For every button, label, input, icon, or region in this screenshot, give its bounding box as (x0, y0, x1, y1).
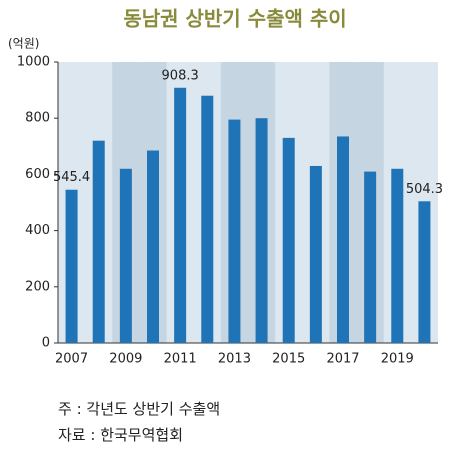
y-tick-label: 1000 (17, 55, 50, 70)
note: 주 : 각년도 상반기 수출액 (58, 400, 221, 418)
x-tick-label: 2017 (326, 352, 359, 367)
y-tick-label: 200 (25, 279, 50, 294)
bar (364, 171, 377, 343)
value-label: 504.3 (406, 182, 443, 197)
value-label: 908.3 (162, 68, 199, 83)
bar (174, 87, 187, 343)
bar (418, 201, 431, 343)
x-tick-label: 2013 (218, 352, 251, 367)
bar (282, 137, 295, 343)
x-tick-label: 2019 (381, 352, 414, 367)
bar (228, 119, 241, 343)
y-tick-label: 0 (42, 336, 50, 351)
value-label: 545.4 (53, 170, 90, 185)
bar (337, 136, 349, 343)
bar (255, 118, 268, 343)
y-tick-label: 600 (25, 167, 50, 182)
y-tick-label: 800 (25, 111, 50, 126)
bar (65, 189, 78, 343)
bar (147, 150, 159, 343)
x-tick-label: 2007 (55, 352, 88, 367)
y-tick-label: 400 (25, 223, 50, 238)
chart: 동남권 상반기 수출액 추이 (억원) 0 200 400 600 800 1000 200… (8, 7, 443, 367)
bar (309, 165, 322, 343)
x-tick-label: 2015 (272, 352, 305, 367)
chart-title: 동남권 상반기 수출액 추이 (123, 7, 346, 31)
y-unit: (억원) (8, 37, 39, 51)
note: 자료 : 한국무역협회 (58, 426, 183, 444)
x-tick-label: 2009 (109, 352, 142, 367)
bar (119, 168, 132, 343)
bar (92, 140, 105, 343)
x-tick-label: 2011 (164, 352, 197, 367)
bar (201, 95, 214, 343)
bar (391, 168, 404, 343)
